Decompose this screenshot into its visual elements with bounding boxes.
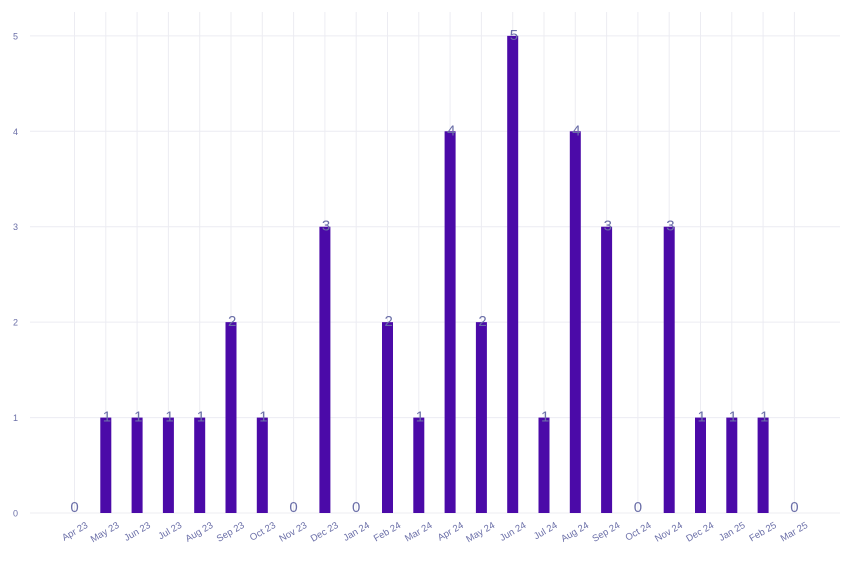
data-label: 0 bbox=[634, 499, 642, 516]
data-labels: 0 1 1 1 1 2 1 0 3 0 2 1 4 2 5 1 4 3 0 3 1 1 1 0 bbox=[70, 27, 798, 516]
data-label: 4 bbox=[447, 122, 455, 139]
bar bbox=[382, 322, 393, 513]
data-label: 1 bbox=[416, 409, 424, 426]
data-label: 1 bbox=[541, 409, 549, 426]
y-tick-label: 4 bbox=[13, 127, 18, 137]
data-label: 1 bbox=[165, 409, 173, 426]
bar bbox=[100, 417, 112, 513]
bar bbox=[444, 131, 456, 514]
x-tick-label: Jun 24 bbox=[498, 520, 528, 544]
x-tick-label: Jun 23 bbox=[122, 520, 152, 544]
data-label: 5 bbox=[510, 27, 518, 44]
data-label: 3 bbox=[322, 218, 330, 235]
data-label: 2 bbox=[385, 313, 393, 330]
x-tick-label: Aug 24 bbox=[559, 520, 591, 545]
y-tick-label: 3 bbox=[13, 222, 18, 232]
data-label: 1 bbox=[103, 409, 111, 426]
x-tick-label: Oct 23 bbox=[248, 520, 278, 544]
x-tick-label: Feb 25 bbox=[747, 520, 778, 544]
data-label: 1 bbox=[698, 409, 706, 426]
bar bbox=[726, 417, 738, 513]
x-tick-label: Apr 24 bbox=[436, 520, 466, 544]
x-tick-label: Mar 25 bbox=[779, 520, 810, 544]
y-tick-label: 2 bbox=[13, 318, 18, 328]
data-label: 2 bbox=[478, 313, 486, 330]
bar bbox=[256, 417, 268, 513]
x-tick-label: Mar 24 bbox=[403, 520, 434, 544]
x-tick-label: Nov 24 bbox=[653, 520, 685, 545]
x-tick-label: Sep 24 bbox=[591, 520, 623, 545]
data-label: 3 bbox=[604, 218, 612, 235]
x-tick-label: Dec 24 bbox=[684, 520, 716, 545]
data-label: 1 bbox=[259, 409, 267, 426]
x-tick-label: Aug 23 bbox=[184, 520, 216, 545]
x-tick-label: Nov 23 bbox=[278, 520, 310, 545]
x-tick-label: Jan 24 bbox=[341, 520, 371, 544]
data-label: 1 bbox=[134, 409, 142, 426]
bars bbox=[100, 35, 769, 514]
data-label: 0 bbox=[70, 499, 78, 516]
bar bbox=[194, 417, 206, 513]
bar bbox=[131, 417, 143, 513]
bar bbox=[569, 131, 581, 514]
data-label: 4 bbox=[572, 122, 580, 139]
grid-lines bbox=[30, 12, 840, 514]
bar bbox=[757, 417, 769, 513]
x-tick-label: May 23 bbox=[89, 520, 121, 545]
data-label: 2 bbox=[228, 313, 236, 330]
y-tick-label: 1 bbox=[13, 413, 18, 423]
x-tick-label: Jul 24 bbox=[532, 520, 559, 542]
bar bbox=[507, 35, 519, 513]
bar bbox=[225, 322, 237, 513]
y-axis-ticks: 0 1 2 3 4 5 bbox=[13, 31, 18, 518]
data-label: 0 bbox=[790, 499, 798, 516]
y-tick-label: 5 bbox=[13, 31, 18, 41]
bar bbox=[413, 417, 425, 513]
x-tick-label: Jan 25 bbox=[717, 520, 747, 544]
x-tick-label: Apr 23 bbox=[60, 520, 90, 544]
bar bbox=[475, 322, 487, 513]
x-tick-label: Dec 23 bbox=[309, 520, 341, 545]
x-tick-label: Jul 23 bbox=[156, 520, 183, 542]
x-tick-label: Oct 24 bbox=[624, 520, 654, 544]
data-label: 1 bbox=[760, 409, 768, 426]
bar bbox=[538, 417, 550, 513]
bar bbox=[663, 226, 675, 513]
data-label: 3 bbox=[666, 218, 674, 235]
data-label: 0 bbox=[289, 499, 297, 516]
data-label: 1 bbox=[197, 409, 205, 426]
data-label: 0 bbox=[352, 499, 360, 516]
x-tick-label: Feb 24 bbox=[372, 520, 403, 544]
y-tick-label: 0 bbox=[13, 509, 18, 519]
bar bbox=[319, 226, 331, 513]
bar bbox=[162, 417, 174, 513]
bar bbox=[695, 417, 706, 513]
data-label: 1 bbox=[729, 409, 737, 426]
x-tick-label: May 24 bbox=[464, 520, 496, 545]
bar bbox=[601, 226, 613, 513]
x-tick-label: Sep 23 bbox=[215, 520, 247, 545]
